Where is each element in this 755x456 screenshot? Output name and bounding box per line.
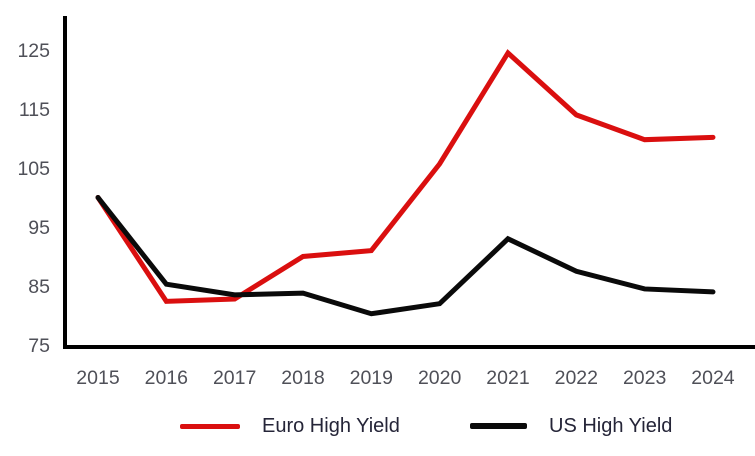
chart-legend: Euro High Yield US High Yield (0, 413, 755, 439)
x-axis-tick-label: 2023 (623, 367, 666, 389)
x-axis-tick-label: 2015 (76, 367, 120, 389)
legend-swatch-euro-high-yield (180, 423, 240, 429)
x-axis-line (63, 345, 755, 349)
x-axis-tick-label: 2019 (350, 367, 393, 389)
legend-item-euro-high-yield: Euro High Yield (180, 413, 400, 439)
legend-swatch-us-high-yield (470, 423, 527, 429)
x-axis-tick-label: 2020 (418, 367, 462, 389)
legend-label-us-high-yield: US High Yield (549, 415, 673, 437)
y-axis-tick-label: 95 (28, 217, 50, 239)
x-axis-tick-label: 2022 (555, 367, 598, 389)
x-axis-tick-label: 2018 (281, 367, 324, 389)
y-axis-tick-label: 85 (28, 276, 50, 298)
y-axis-tick-label: 125 (17, 40, 50, 62)
y-axis-line (63, 16, 67, 349)
y-axis-tick-label: 105 (17, 158, 50, 180)
y-axis-tick-label: 115 (19, 99, 50, 121)
series-line-euro-high-yield (95, 49, 716, 304)
legend-label-euro-high-yield: Euro High Yield (262, 415, 400, 437)
legend-item-us-high-yield: US High Yield (470, 413, 672, 439)
x-axis-tick-label: 2021 (486, 367, 529, 389)
series-line-us-high-yield (95, 195, 716, 317)
y-axis-tick-label: 75 (28, 335, 50, 357)
x-axis-tick-label: 2016 (145, 367, 188, 389)
x-axis-tick-label: 2024 (691, 367, 735, 389)
x-axis-tick-label: 2017 (213, 367, 256, 389)
